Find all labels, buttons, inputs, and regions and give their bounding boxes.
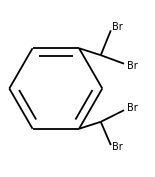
Text: Br: Br bbox=[112, 142, 122, 152]
Text: Br: Br bbox=[127, 61, 138, 71]
Text: Br: Br bbox=[127, 103, 138, 113]
Text: Br: Br bbox=[112, 22, 122, 32]
